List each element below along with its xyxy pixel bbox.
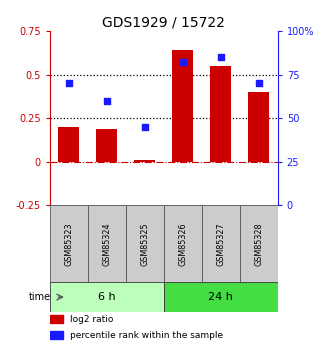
Bar xyxy=(248,92,269,162)
Bar xyxy=(164,206,202,282)
Bar xyxy=(210,66,231,162)
Bar xyxy=(88,206,126,282)
Text: GSM85323: GSM85323 xyxy=(64,222,73,266)
Bar xyxy=(164,282,278,312)
Title: GDS1929 / 15722: GDS1929 / 15722 xyxy=(102,16,225,30)
Bar xyxy=(202,206,240,282)
Text: 24 h: 24 h xyxy=(208,292,233,302)
Bar xyxy=(50,206,88,282)
Bar xyxy=(126,206,164,282)
Point xyxy=(66,81,71,86)
Text: percentile rank within the sample: percentile rank within the sample xyxy=(70,331,223,339)
Text: GSM85325: GSM85325 xyxy=(140,222,149,266)
Bar xyxy=(50,315,64,323)
Text: log2 ratio: log2 ratio xyxy=(70,315,114,324)
Text: GSM85327: GSM85327 xyxy=(216,222,225,266)
Text: 6 h: 6 h xyxy=(98,292,116,302)
Point xyxy=(104,98,109,104)
Bar xyxy=(134,160,155,162)
Bar xyxy=(240,206,278,282)
Text: GSM85328: GSM85328 xyxy=(254,222,263,266)
Point xyxy=(218,55,223,60)
Point xyxy=(256,81,261,86)
Text: time: time xyxy=(28,292,50,302)
Text: GSM85326: GSM85326 xyxy=(178,222,187,266)
Point xyxy=(142,124,147,130)
Bar xyxy=(50,282,164,312)
Text: GSM85324: GSM85324 xyxy=(102,222,111,266)
Bar xyxy=(96,129,117,162)
Point xyxy=(180,60,185,65)
Bar xyxy=(172,50,193,162)
Bar xyxy=(58,127,79,162)
Bar xyxy=(50,331,64,339)
